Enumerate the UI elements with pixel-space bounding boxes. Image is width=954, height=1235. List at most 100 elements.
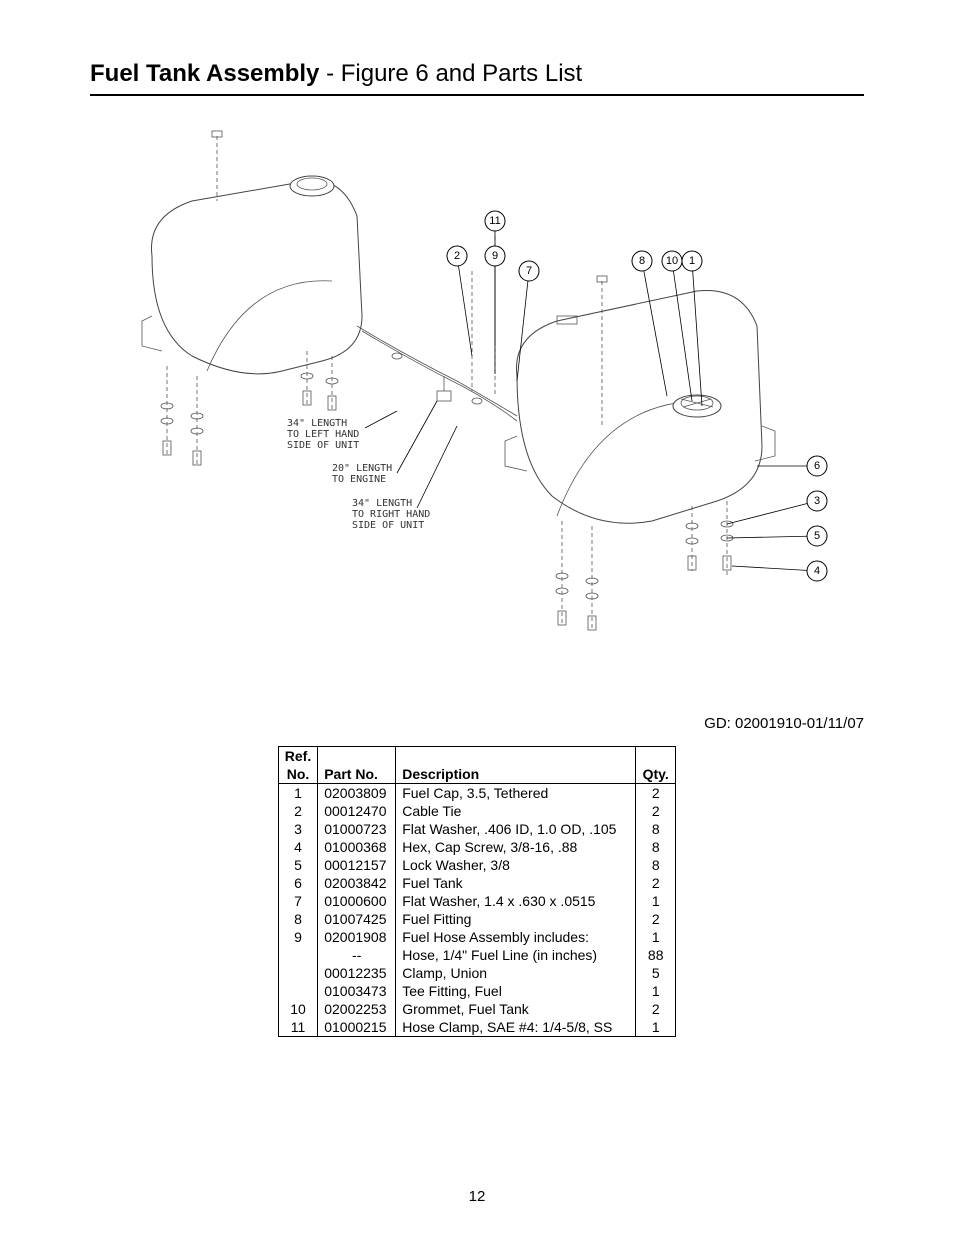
table-row: 701000600Flat Washer, 1.4 x .630 x .0515…	[278, 892, 675, 910]
cell-desc: Hex, Cap Screw, 3/8-16, .88	[396, 838, 636, 856]
cell-part: 01000215	[318, 1018, 396, 1037]
parts-table: Ref. No. Part No. Description Qty. 10200…	[278, 746, 676, 1037]
th-desc-1	[396, 747, 636, 766]
th-part: Part No.	[318, 765, 396, 784]
cell-desc: Flat Washer, 1.4 x .630 x .0515	[396, 892, 636, 910]
cell-desc: Hose, 1/4" Fuel Line (in inches)	[396, 946, 636, 964]
cell-qty: 1	[636, 1018, 676, 1037]
cell-part: 00012235	[318, 964, 396, 982]
callout-number: 6	[814, 460, 820, 472]
cell-ref: 1	[278, 784, 317, 803]
cell-qty: 1	[636, 982, 676, 1000]
cell-ref: 4	[278, 838, 317, 856]
table-row: 301000723Flat Washer, .406 ID, 1.0 OD, .…	[278, 820, 675, 838]
table-row: 1002002253Grommet, Fuel Tank2	[278, 1000, 675, 1018]
cell-part: 01007425	[318, 910, 396, 928]
cell-ref: 7	[278, 892, 317, 910]
callout-number: 2	[454, 250, 460, 262]
page-title: Fuel Tank Assembly - Figure 6 and Parts …	[90, 60, 864, 96]
table-row: 602003842Fuel Tank2	[278, 874, 675, 892]
cell-desc: Flat Washer, .406 ID, 1.0 OD, .105	[396, 820, 636, 838]
title-rest: - Figure 6 and Parts List	[319, 60, 582, 87]
cell-desc: Cable Tie	[396, 802, 636, 820]
th-ref-1: Ref.	[278, 747, 317, 766]
cell-ref	[278, 964, 317, 982]
cell-desc: Grommet, Fuel Tank	[396, 1000, 636, 1018]
left-tank	[142, 131, 362, 374]
table-row: 500012157Lock Washer, 3/88	[278, 856, 675, 874]
cell-qty: 8	[636, 820, 676, 838]
callout-number: 1	[689, 255, 695, 267]
cell-desc: Clamp, Union	[396, 964, 636, 982]
callout-number: 3	[814, 495, 820, 507]
callout-number: 5	[814, 530, 820, 542]
cell-ref: 8	[278, 910, 317, 928]
callout-number: 9	[492, 250, 498, 262]
cell-qty: 2	[636, 874, 676, 892]
page: Fuel Tank Assembly - Figure 6 and Parts …	[0, 0, 954, 1235]
cell-ref: 2	[278, 802, 317, 820]
th-qty: Qty.	[636, 765, 676, 784]
cell-part: 02002253	[318, 1000, 396, 1018]
cell-ref: 10	[278, 1000, 317, 1018]
cell-part: 02003842	[318, 874, 396, 892]
table-row: --Hose, 1/4" Fuel Line (in inches)88	[278, 946, 675, 964]
diagram-note: SIDE OF UNIT	[352, 520, 424, 531]
cell-desc: Fuel Cap, 3.5, Tethered	[396, 784, 636, 803]
title-bold: Fuel Tank Assembly	[90, 60, 319, 87]
th-qty-1	[636, 747, 676, 766]
page-number: 12	[0, 1188, 954, 1205]
cell-part: --	[318, 946, 396, 964]
cell-ref	[278, 946, 317, 964]
cell-part: 00012470	[318, 802, 396, 820]
th-part-1	[318, 747, 396, 766]
cell-desc: Fuel Tank	[396, 874, 636, 892]
cell-qty: 2	[636, 784, 676, 803]
cell-desc: Lock Washer, 3/8	[396, 856, 636, 874]
cell-ref	[278, 982, 317, 1000]
cell-ref: 6	[278, 874, 317, 892]
cell-part: 00012157	[318, 856, 396, 874]
diagram-annotations: 34" LENGTHTO LEFT HANDSIDE OF UNIT20" LE…	[287, 418, 430, 531]
diagram-note: TO LEFT HAND	[287, 429, 359, 440]
cell-ref: 3	[278, 820, 317, 838]
table-row: 1101000215Hose Clamp, SAE #4: 1/4-5/8, S…	[278, 1018, 675, 1037]
diagram-note: TO ENGINE	[332, 474, 386, 485]
exploded-diagram: 34" LENGTHTO LEFT HANDSIDE OF UNIT20" LE…	[97, 126, 857, 686]
table-row: 801007425Fuel Fitting2	[278, 910, 675, 928]
table-row: 102003809Fuel Cap, 3.5, Tethered2	[278, 784, 675, 803]
table-row: 00012235Clamp, Union5	[278, 964, 675, 982]
cell-qty: 2	[636, 802, 676, 820]
cell-qty: 2	[636, 910, 676, 928]
diagram-note: 20" LENGTH	[332, 463, 392, 474]
cell-qty: 1	[636, 928, 676, 946]
table-row: 401000368Hex, Cap Screw, 3/8-16, .888	[278, 838, 675, 856]
cell-ref: 11	[278, 1018, 317, 1037]
cell-part: 02001908	[318, 928, 396, 946]
diagram-note: SIDE OF UNIT	[287, 440, 359, 451]
cell-qty: 1	[636, 892, 676, 910]
diagram-note: 34" LENGTH	[287, 418, 347, 429]
table-row: 01003473Tee Fitting, Fuel1	[278, 982, 675, 1000]
cell-ref: 9	[278, 928, 317, 946]
cell-qty: 2	[636, 1000, 676, 1018]
cell-part: 02003809	[318, 784, 396, 803]
right-tank	[505, 276, 775, 523]
drawing-id: GD: 02001910-01/11/07	[704, 715, 864, 732]
th-desc: Description	[396, 765, 636, 784]
cell-desc: Hose Clamp, SAE #4: 1/4-5/8, SS	[396, 1018, 636, 1037]
callout-number: 11	[489, 215, 500, 227]
cell-desc: Fuel Fitting	[396, 910, 636, 928]
diagram-note: TO RIGHT HAND	[352, 509, 430, 520]
diagram-note: 34" LENGTH	[352, 498, 412, 509]
cell-part: 01000368	[318, 838, 396, 856]
cell-part: 01000723	[318, 820, 396, 838]
callout-number: 4	[814, 565, 820, 577]
cell-qty: 88	[636, 946, 676, 964]
callout-number: 8	[639, 255, 645, 267]
cell-part: 01003473	[318, 982, 396, 1000]
cell-desc: Tee Fitting, Fuel	[396, 982, 636, 1000]
cell-qty: 8	[636, 856, 676, 874]
cell-qty: 5	[636, 964, 676, 982]
table-row: 902001908Fuel Hose Assembly includes:1	[278, 928, 675, 946]
